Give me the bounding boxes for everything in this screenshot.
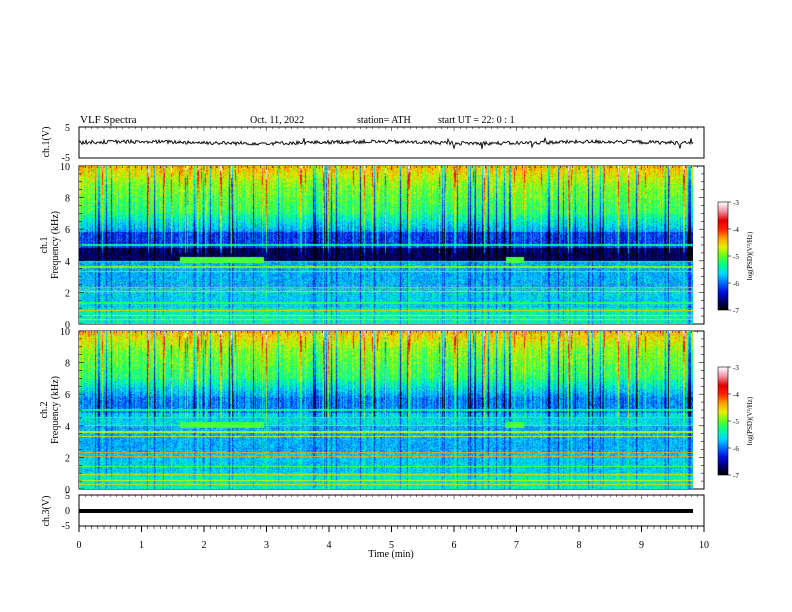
x-tick-label: 0 [77, 540, 82, 551]
colorbar-tick-label: -4 [733, 391, 739, 399]
ch3-waveform-panel: 5 0 -5 ch.3(V) [41, 491, 705, 532]
x-tick-label: 9 [639, 540, 644, 551]
ch1-ytick-top: 5 [65, 123, 70, 134]
ch3-ytick-bottom: -5 [62, 521, 70, 532]
ch2-colorbar: -3 -4 -5 -6 -7 log(PSD)(V²/Hz) [717, 364, 754, 480]
ch1-spec-ylabel: Frequency (kHz) [50, 211, 61, 279]
ch3-ylabel: ch.3(V) [41, 496, 52, 527]
ch1-spec-ylabel-ch: ch.1 [39, 237, 50, 254]
colorbar-tick-label: -7 [733, 307, 739, 315]
colorbar-tick-label: -7 [733, 472, 739, 480]
colorbar-tick-label: -3 [733, 364, 739, 372]
x-tick-label: 4 [327, 540, 332, 551]
x-tick-label: 10 [699, 540, 709, 551]
x-axis: 0 1 2 3 4 5 6 7 8 9 10 [77, 127, 709, 551]
y-tick-label: 0 [65, 485, 70, 496]
ch3-ytick-mid: 0 [65, 506, 70, 517]
x-axis-label: Time (min) [368, 549, 413, 560]
y-tick-label: 0 [65, 320, 70, 331]
ch2-colorbar-gradient [718, 367, 728, 475]
colorbar-tick-label: -5 [733, 253, 739, 261]
y-tick-label: 10 [60, 327, 70, 338]
ch2-spec-ylabel: Frequency (kHz) [50, 376, 61, 444]
colorbar-tick-label: -6 [733, 280, 739, 288]
ch1-spectrogram-image [79, 166, 693, 324]
ch1-spectrogram-panel: 0 2 4 6 8 10 ch.1 Frequency (kHz) -3 -4 -5 -6 -7 … [39, 162, 754, 331]
y-tick-label: 6 [65, 225, 70, 236]
figure-title: VLF Spectra [80, 114, 137, 126]
station-label: station= ATH [357, 115, 411, 126]
x-tick-label: 3 [264, 540, 269, 551]
ch1-waveform-panel: 5 -5 ch.1(V) [41, 123, 705, 164]
ch2-spectrogram-image [79, 331, 693, 489]
y-tick-label: 8 [65, 194, 70, 205]
ch1-ylabel: ch.1(V) [41, 127, 52, 158]
y-tick-label: 10 [60, 162, 70, 173]
x-tick-label: 2 [202, 540, 207, 551]
colorbar-tick-label: -6 [733, 445, 739, 453]
x-tick-label: 1 [139, 540, 144, 551]
colorbar-tick-label: -3 [733, 199, 739, 207]
x-tick-label: 5 [389, 540, 394, 551]
ch1-colorbar-gradient [718, 202, 728, 310]
ch1-colorbar-label: log(PSD)(V²/Hz) [746, 231, 754, 280]
ch3-ytick-top: 5 [65, 491, 70, 502]
colorbar-tick-label: -4 [733, 226, 739, 234]
ch1-ytick-bottom: -5 [62, 153, 70, 164]
y-tick-label: 2 [65, 288, 70, 299]
ch2-spec-ylabel-ch: ch.2 [39, 402, 50, 419]
ch1-colorbar: -3 -4 -5 -6 -7 log(PSD)(V²/Hz) [717, 199, 754, 315]
ch2-colorbar-label: log(PSD)(V²/Hz) [746, 396, 754, 445]
date-label: Oct. 11, 2022 [250, 115, 304, 126]
y-tick-label: 2 [65, 453, 70, 464]
x-tick-label: 6 [452, 540, 457, 551]
y-tick-label: 6 [65, 390, 70, 401]
ch2-spectrogram-panel: 0 2 4 6 8 10 ch.2 Frequency (kHz) -3 -4 -5 -6 -7 … [39, 327, 754, 496]
y-tick-label: 4 [65, 422, 70, 433]
x-tick-label: 8 [577, 540, 582, 551]
start-time-label: start UT = 22: 0 : 1 [438, 115, 515, 126]
colorbar-tick-label: -5 [733, 418, 739, 426]
y-tick-label: 4 [65, 257, 70, 268]
ch1-trace [78, 137, 694, 150]
x-tick-label: 7 [514, 540, 519, 551]
y-tick-label: 8 [65, 359, 70, 370]
